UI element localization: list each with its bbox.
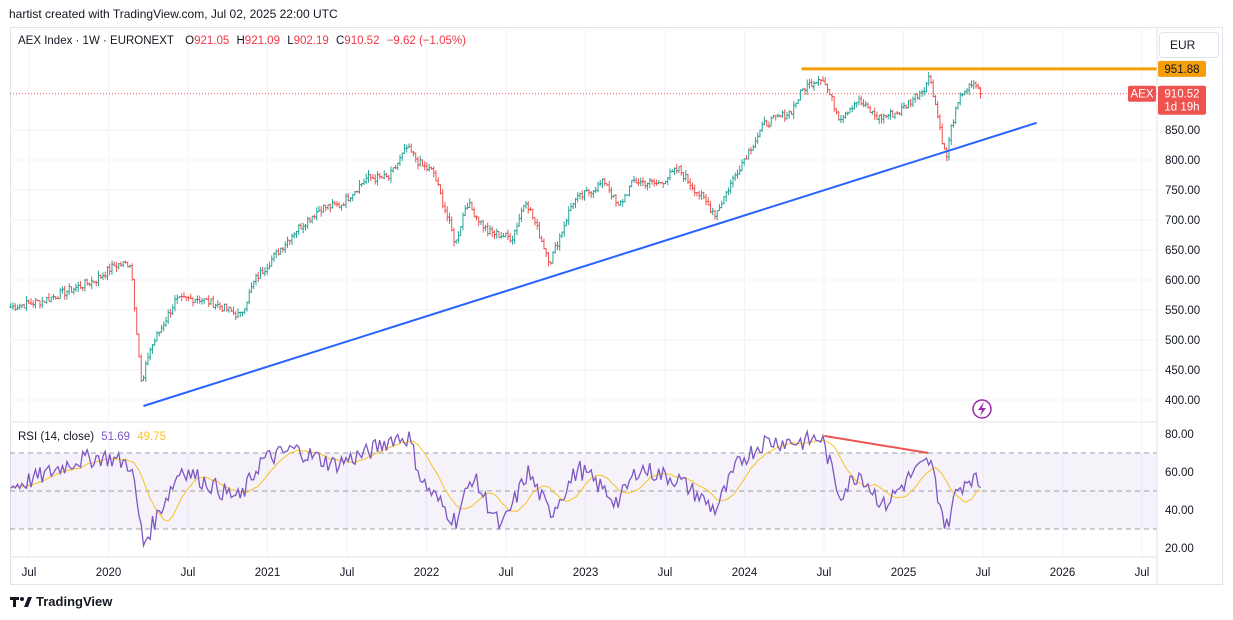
rsi-band bbox=[10, 452, 1157, 530]
high-label: H bbox=[236, 35, 245, 47]
time-tick-label: 2021 bbox=[255, 567, 281, 579]
price-tick-label: 400.00 bbox=[1165, 395, 1200, 407]
time-tick-label: Jul bbox=[181, 567, 196, 579]
symbol-tag: AEX bbox=[1130, 89, 1153, 101]
tradingview-logo: TradingView bbox=[10, 594, 112, 609]
time-tick-label: 2026 bbox=[1050, 567, 1076, 579]
trend-line bbox=[143, 121, 1037, 407]
time-tick-label: Jul bbox=[1135, 567, 1150, 579]
last-price-badge-text: 910.52 bbox=[1164, 89, 1199, 101]
close-label: C bbox=[335, 35, 345, 47]
grid-lines bbox=[10, 30, 1157, 556]
rsi-value: 51.69 bbox=[101, 431, 131, 443]
rsi-tick-label: 60.00 bbox=[1165, 467, 1194, 479]
high-value: 921.09 bbox=[244, 35, 280, 47]
low-value: 902.19 bbox=[293, 35, 329, 47]
currency-selector[interactable]: EUR bbox=[1159, 32, 1219, 58]
price-tick-label: 650.00 bbox=[1165, 245, 1200, 257]
misc-marks bbox=[972, 399, 992, 419]
chart-credit: hartist created with TradingView.com, Ju… bbox=[9, 7, 338, 21]
change-value: −9.62 (−1.05%) bbox=[386, 35, 466, 47]
rsi-lines bbox=[10, 429, 981, 549]
lightning-icon bbox=[978, 402, 986, 416]
open-value: 921.05 bbox=[194, 35, 230, 47]
price-tick-label: 500.00 bbox=[1165, 335, 1200, 347]
symbol-legend[interactable]: AEX Index · 1W · EURONEXT O921.05 H921.0… bbox=[18, 35, 470, 47]
price-tick-label: 800.00 bbox=[1165, 155, 1200, 167]
resistance-price-badge-text: 951.88 bbox=[1164, 64, 1199, 76]
symbol-tag-bg bbox=[1128, 85, 1156, 102]
rsi-legend[interactable]: RSI (14, close) 51.69 49.75 bbox=[18, 431, 166, 443]
time-tick-label: Jul bbox=[658, 567, 673, 579]
price-bars bbox=[9, 71, 982, 383]
low-label: L bbox=[287, 35, 294, 47]
open-label: O bbox=[185, 35, 195, 47]
last-price-badge-bg bbox=[1158, 85, 1206, 115]
time-tick-label: Jul bbox=[340, 567, 355, 579]
price-tick-label: 750.00 bbox=[1165, 185, 1200, 197]
rsi-tick-label: 20.00 bbox=[1165, 543, 1194, 555]
price-tick-label: 550.00 bbox=[1165, 305, 1200, 317]
time-tick-label: Jul bbox=[22, 567, 37, 579]
tradingview-wordmark: TradingView bbox=[36, 594, 113, 609]
lightning-icon-ring bbox=[972, 399, 992, 419]
axes: Jul 2020 Jul 2021 Jul 2022 Jul 2023 Jul 2024 Jul 20… bbox=[10, 28, 1200, 584]
rsi-label[interactable]: RSI (14, close) bbox=[18, 431, 95, 443]
rsi-tick-label: 80.00 bbox=[1165, 429, 1194, 441]
close-value: 910.52 bbox=[344, 35, 380, 47]
last-price-badge-text: 1d 19h bbox=[1164, 102, 1199, 114]
resistance-price-badge: 951.88 bbox=[1158, 60, 1206, 77]
time-tick-label: 2024 bbox=[732, 567, 758, 579]
price-tick-label: 600.00 bbox=[1165, 275, 1200, 287]
time-tick-label: Jul bbox=[499, 567, 514, 579]
symbol-name[interactable]: AEX Index · 1W · EURONEXT bbox=[18, 35, 174, 47]
price-tick-label: 450.00 bbox=[1165, 365, 1200, 377]
divergence-line bbox=[824, 434, 929, 454]
time-tick-label: Jul bbox=[976, 567, 991, 579]
tradingview-icon bbox=[10, 596, 32, 607]
rsi-tick-label: 40.00 bbox=[1165, 505, 1194, 517]
time-tick-label: 2023 bbox=[573, 567, 599, 579]
time-tick-label: 2025 bbox=[891, 567, 917, 579]
time-tick-label: Jul bbox=[817, 567, 832, 579]
drawing-overlays bbox=[10, 67, 1157, 407]
price-tick-label: 850.00 bbox=[1165, 125, 1200, 137]
time-tick-label: 2022 bbox=[414, 567, 440, 579]
time-tick-label: 2020 bbox=[96, 567, 122, 579]
resistance-price-badge-bg bbox=[1158, 60, 1206, 77]
rsi-ma-value: 49.75 bbox=[137, 431, 167, 443]
price-tick-label: 700.00 bbox=[1165, 215, 1200, 227]
rsi-line bbox=[10, 429, 981, 549]
